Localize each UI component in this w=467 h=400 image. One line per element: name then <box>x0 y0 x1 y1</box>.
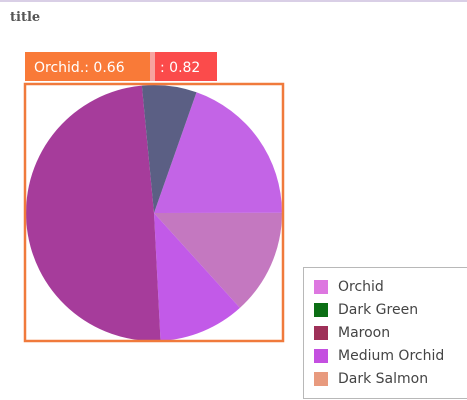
legend-label-orchid: Orchid <box>338 279 384 295</box>
legend-swatch-orchid <box>314 280 328 294</box>
legend-swatch-dark-salmon <box>314 372 328 386</box>
legend: Orchid Dark Green Maroon Medium Orchid D… <box>303 267 467 399</box>
pie-slices <box>25 84 282 341</box>
pie-slice-maroon[interactable] <box>25 85 161 341</box>
legend-item-maroon[interactable]: Maroon <box>314 323 390 343</box>
top-rule <box>0 0 467 2</box>
tooltip-box-orchid <box>25 52 150 81</box>
legend-item-dark-green[interactable]: Dark Green <box>314 300 418 320</box>
legend-item-orchid[interactable]: Orchid <box>314 277 384 297</box>
pie-slice-dark-green[interactable] <box>141 84 197 213</box>
tooltip-divider <box>150 52 155 81</box>
legend-swatch-dark-green <box>314 303 328 317</box>
chart-title: title <box>10 10 41 25</box>
pie-slice-medium-orchid[interactable] <box>154 213 240 341</box>
tooltip-box-second <box>155 52 217 81</box>
legend-label-dark-green: Dark Green <box>338 302 419 318</box>
selection-box <box>23 82 285 343</box>
tooltip-label-orchid: Orchid.: 0.66 <box>34 60 125 76</box>
legend-swatch-medium-orchid <box>314 349 328 363</box>
legend-item-dark-salmon[interactable]: Dark Salmon <box>314 369 428 389</box>
legend-label-maroon: Maroon <box>338 325 391 341</box>
legend-item-medium-orchid[interactable]: Medium Orchid <box>314 346 444 366</box>
tooltip-label-second: : 0.82 <box>160 60 200 76</box>
legend-label-medium-orchid: Medium Orchid <box>338 348 445 364</box>
pie-slice-orchid[interactable] <box>154 92 282 213</box>
pie-slice-dark-salmon[interactable] <box>154 212 282 308</box>
legend-swatch-maroon <box>314 326 328 340</box>
legend-label-dark-salmon: Dark Salmon <box>338 371 429 387</box>
